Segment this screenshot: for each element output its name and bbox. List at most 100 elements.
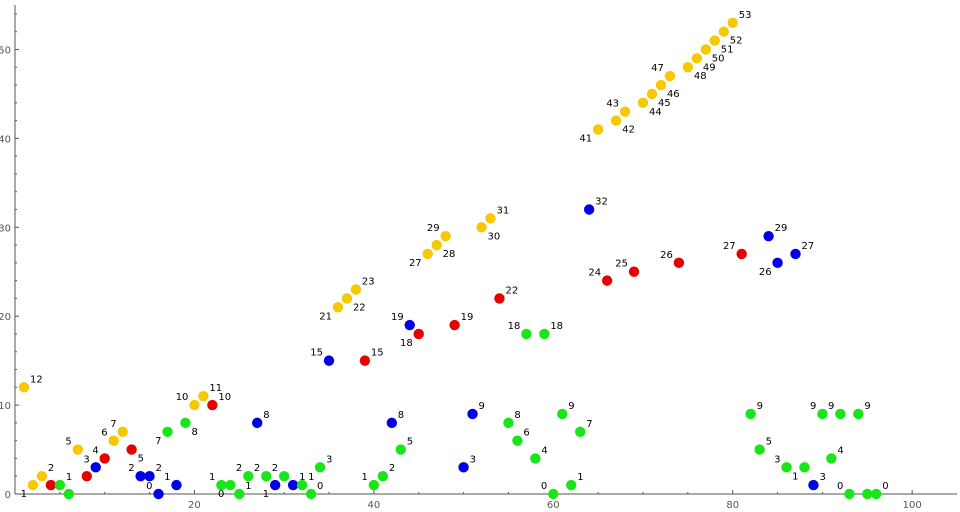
- point-label: 1: [209, 472, 215, 483]
- point-label: 52: [730, 36, 743, 47]
- point-green: [781, 462, 792, 473]
- point-label: 27: [723, 241, 736, 252]
- point-green: [305, 488, 317, 500]
- point-label: 1: [361, 472, 367, 483]
- y-tick-label: 50: [0, 45, 11, 56]
- point-label: 3: [83, 454, 89, 465]
- point-label: 9: [810, 401, 816, 412]
- point-blue: [269, 479, 281, 491]
- point-yellow: [117, 426, 128, 437]
- point-yellow: [108, 435, 119, 446]
- point-red: [359, 355, 371, 366]
- point-label: 5: [407, 437, 413, 448]
- point-yellow: [727, 17, 738, 28]
- point-label: 8: [263, 410, 269, 421]
- point-green: [243, 471, 254, 482]
- point-label: 41: [579, 133, 592, 144]
- point-label: 7: [155, 436, 161, 447]
- point-blue: [252, 417, 263, 429]
- point-green: [799, 462, 810, 473]
- point-label: 43: [606, 99, 619, 110]
- point-yellow: [646, 88, 658, 100]
- point-red: [494, 293, 505, 304]
- point-label: 1: [263, 489, 269, 500]
- point-label: 31: [496, 205, 509, 216]
- point-label: 0: [317, 481, 323, 492]
- point-label: 22: [505, 285, 518, 296]
- point-label: 0: [218, 489, 224, 500]
- x-tick-label: 100: [903, 500, 922, 511]
- point-label: 21: [319, 311, 332, 322]
- point-green: [162, 426, 173, 437]
- y-tick-label: 30: [0, 223, 11, 234]
- point-label: 2: [272, 463, 278, 474]
- point-label: 12: [30, 374, 43, 385]
- x-tick-label: 60: [547, 500, 560, 511]
- point-label: 6: [523, 428, 529, 439]
- point-green: [745, 408, 756, 420]
- point-yellow: [431, 239, 442, 251]
- point-label: 44: [649, 107, 662, 118]
- point-green: [503, 417, 514, 429]
- point-label: 29: [775, 223, 788, 234]
- point-label: 9: [757, 401, 763, 412]
- point-yellow: [700, 44, 711, 55]
- point-label: 26: [759, 267, 772, 278]
- point-green: [225, 479, 236, 491]
- point-label: 7: [586, 419, 592, 430]
- point-green: [261, 471, 272, 482]
- point-green: [575, 426, 586, 437]
- point-label: 5: [138, 454, 144, 465]
- point-label: 0: [146, 481, 152, 492]
- point-label: 27: [802, 241, 815, 252]
- point-yellow: [476, 222, 487, 233]
- point-yellow: [718, 26, 729, 37]
- point-green: [296, 479, 308, 491]
- point-label: 18: [400, 338, 413, 349]
- point-green: [530, 453, 541, 464]
- point-yellow: [485, 213, 496, 224]
- point-green: [844, 488, 855, 500]
- point-blue: [404, 319, 415, 331]
- point-label: 30: [488, 231, 501, 242]
- point-label: 1: [66, 472, 72, 483]
- point-yellow: [664, 70, 676, 82]
- point-green: [278, 471, 290, 482]
- point-yellow: [72, 444, 84, 455]
- point-label: 19: [391, 312, 404, 323]
- point-yellow: [655, 79, 667, 91]
- point-label: 8: [191, 427, 197, 438]
- point-red: [413, 328, 424, 340]
- point-label: 5: [766, 437, 772, 448]
- point-label: 0: [882, 481, 888, 492]
- point-label: 46: [667, 89, 680, 100]
- point-label: 27: [409, 258, 422, 269]
- point-red: [601, 275, 613, 286]
- point-label: 3: [774, 454, 780, 465]
- point-yellow: [189, 399, 200, 411]
- point-yellow: [440, 230, 451, 242]
- point-label: 22: [353, 302, 366, 313]
- point-label: 15: [310, 348, 323, 359]
- x-tick-label: 40: [367, 500, 380, 511]
- point-label: 8: [398, 410, 404, 421]
- point-yellow: [709, 35, 720, 46]
- point-yellow: [36, 471, 48, 482]
- point-label: 9: [568, 401, 574, 412]
- point-label: 5: [65, 437, 71, 448]
- point-yellow: [637, 97, 649, 109]
- point-red: [736, 248, 747, 260]
- point-green: [54, 479, 66, 491]
- point-blue: [808, 479, 819, 491]
- point-label: 1: [299, 472, 305, 483]
- point-yellow: [18, 382, 30, 393]
- point-label: 10: [218, 392, 231, 403]
- y-tick-label: 40: [0, 134, 11, 145]
- point-blue: [467, 408, 478, 420]
- point-blue: [144, 471, 155, 482]
- point-blue: [90, 462, 101, 473]
- point-blue: [583, 204, 595, 215]
- point-blue: [386, 417, 397, 429]
- point-label: 3: [326, 454, 332, 465]
